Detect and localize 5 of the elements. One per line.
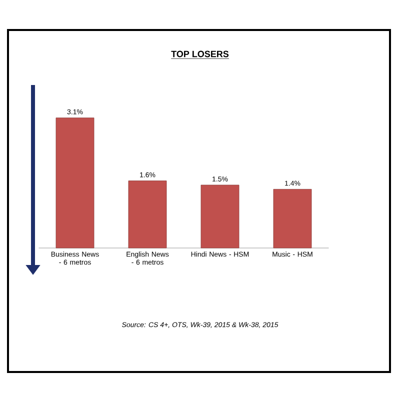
bar [200,184,240,248]
bar [56,118,94,248]
bar [273,189,312,248]
chart-title: TOP LOSERS [171,50,229,58]
bar [128,180,167,248]
